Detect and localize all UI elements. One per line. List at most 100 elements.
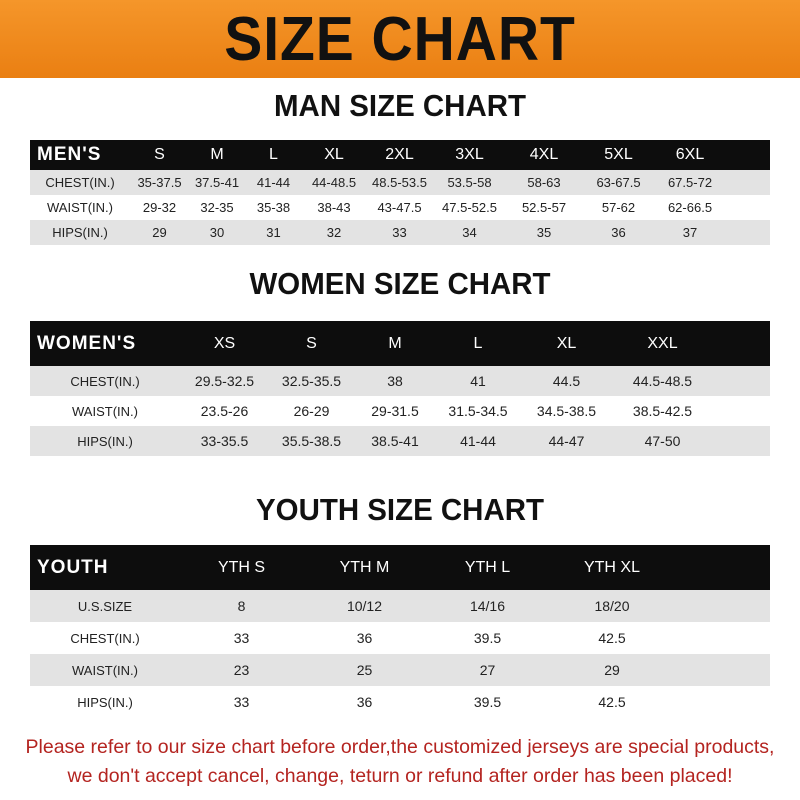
women-section-title: WOMEN SIZE CHART (249, 266, 551, 301)
table-cell: 52.5-57 (521, 200, 567, 215)
size-header: 3XL (455, 146, 484, 163)
table-cell: 35.5-38.5 (281, 433, 342, 449)
table-cell: 62-66.5 (667, 200, 713, 215)
table-cell: 32 (326, 225, 342, 240)
table-cell: 32.5-35.5 (281, 373, 342, 389)
row-label: CHEST(IN.) (45, 175, 115, 190)
table-cell: 10/12 (346, 598, 383, 614)
size-header: S (154, 146, 165, 163)
table-cell: 58-63 (527, 175, 561, 190)
table-row: HIPS(IN.) 29 30 31 32 33 34 35 36 37 (30, 220, 770, 245)
table-cell: 8 (237, 598, 246, 614)
table-cell: 44.5-48.5 (632, 373, 693, 389)
table-cell: 38.5-41 (371, 433, 419, 449)
table-cell: 25 (356, 662, 373, 678)
table-cell: 33 (233, 694, 250, 710)
size-header: M (210, 146, 224, 163)
row-label: HIPS(IN.) (52, 225, 108, 240)
table-cell: 67.5-72 (667, 175, 713, 190)
table-cell: 32-35 (200, 200, 234, 215)
table-cell: 44-48.5 (311, 175, 357, 190)
row-label: WAIST(IN.) (47, 200, 113, 215)
table-row: U.S.SIZE 8 10/12 14/16 18/20 (30, 590, 770, 622)
table-cell: 36 (356, 694, 373, 710)
table-cell: 26-29 (293, 403, 330, 419)
table-cell: 23.5-26 (200, 403, 249, 419)
table-cell: 53.5-58 (447, 175, 492, 190)
table-header: WOMEN'S XS S M L XL XXL (30, 321, 770, 366)
table-cell: 48.5-53.5 (372, 175, 427, 190)
table-row: HIPS(IN.) 33-35.5 35.5-38.5 38.5-41 41-44 44-… (30, 426, 770, 456)
size-header: YTH L (464, 558, 511, 576)
row-label: HIPS(IN.) (77, 694, 133, 710)
size-header: YTH S (217, 558, 266, 576)
table-cell: 31 (266, 225, 281, 240)
table-cell: 63-67.5 (596, 175, 641, 190)
table-cell: 18/20 (594, 598, 630, 614)
table-cell: 38.5-42.5 (632, 403, 693, 419)
table-cell: 29-31.5 (371, 403, 419, 419)
table-cell: 33 (233, 630, 250, 646)
table-cell: 30 (209, 225, 225, 240)
size-header: YTH M (339, 558, 390, 576)
row-label: U.S.SIZE (77, 598, 133, 614)
men-size-table: MEN'S S M L XL 2XL 3XL 4XL 5XL 6XL CHEST(IN.) 35-37… (30, 140, 770, 245)
size-header: L (473, 334, 483, 352)
note-line-1: Please refer to our size chart before or… (25, 736, 775, 758)
size-header: 6XL (675, 146, 705, 163)
table-row: CHEST(IN.) 29.5-32.5 32.5-35.5 38 41 44.5 44.5… (30, 366, 770, 396)
youth-size-table: YOUTH YTH S YTH M YTH L YTH XL U.S.SIZE 8 10/12… (30, 545, 770, 718)
table-cell: 23 (233, 662, 250, 678)
table-row: WAIST(IN.) 23 25 27 29 (30, 654, 770, 686)
table-cell: 14/16 (469, 598, 506, 614)
table-cell: 41-44 (460, 433, 496, 449)
men-section-title: MAN SIZE CHART (274, 88, 526, 123)
table-cell: 36 (611, 225, 626, 240)
page-title: SIZE CHART (224, 4, 576, 74)
size-header: S (306, 334, 317, 352)
table-cell: 41-44 (256, 175, 291, 190)
table-cell: 29 (604, 662, 620, 678)
table-row: WAIST(IN.) 23.5-26 26-29 29-31.5 31.5-34.5 34… (30, 396, 770, 426)
title-banner: SIZE CHART (0, 0, 800, 78)
table-cell: 29 (152, 225, 167, 240)
table-cell: 38 (387, 373, 403, 389)
table-header: MEN'S S M L XL 2XL 3XL 4XL 5XL 6XL (30, 140, 770, 170)
table-cell: 39.5 (473, 694, 502, 710)
header-label: MEN'S (37, 144, 102, 165)
size-header: M (388, 334, 402, 352)
table-cell: 33 (392, 225, 407, 240)
header-label: WOMEN'S (37, 332, 137, 354)
table-cell: 31.5-34.5 (448, 403, 508, 419)
table-row: CHEST(IN.) 35-37.5 37.5-41 41-44 44-48.5 48.5… (30, 170, 770, 195)
row-label: HIPS(IN.) (77, 433, 133, 449)
header-label: YOUTH (37, 556, 109, 578)
row-label: CHEST(IN.) (70, 630, 140, 646)
table-cell: 35-37.5 (137, 175, 182, 190)
table-cell: 47.5-52.5 (442, 200, 497, 215)
youth-section-title: YOUTH SIZE CHART (256, 492, 544, 527)
table-cell: 35 (536, 225, 552, 240)
table-cell: 42.5 (598, 694, 626, 710)
table-cell: 29.5-32.5 (194, 373, 255, 389)
table-cell: 44-47 (548, 433, 585, 449)
size-header: XL (324, 146, 344, 163)
size-header: XS (213, 334, 236, 352)
women-size-table: WOMEN'S XS S M L XL XXL CHEST(IN.) 29.5-32.5 32.5… (30, 321, 770, 456)
table-row: CHEST(IN.) 33 36 39.5 42.5 (30, 622, 770, 654)
table-cell: 42.5 (598, 630, 626, 646)
table-cell: 41 (470, 373, 486, 389)
table-cell: 37.5-41 (194, 175, 240, 190)
size-header: L (269, 146, 278, 163)
table-cell: 29-32 (142, 200, 177, 215)
table-cell: 37 (682, 225, 698, 240)
table-row: HIPS(IN.) 33 36 39.5 42.5 (30, 686, 770, 718)
size-header: 4XL (529, 146, 559, 163)
size-header: 2XL (385, 146, 414, 163)
table-cell: 57-62 (601, 200, 636, 215)
table-cell: 27 (479, 662, 496, 678)
row-label: WAIST(IN.) (72, 662, 138, 678)
size-header: XL (556, 334, 577, 352)
table-cell: 47-50 (644, 433, 681, 449)
table-cell: 39.5 (473, 630, 502, 646)
